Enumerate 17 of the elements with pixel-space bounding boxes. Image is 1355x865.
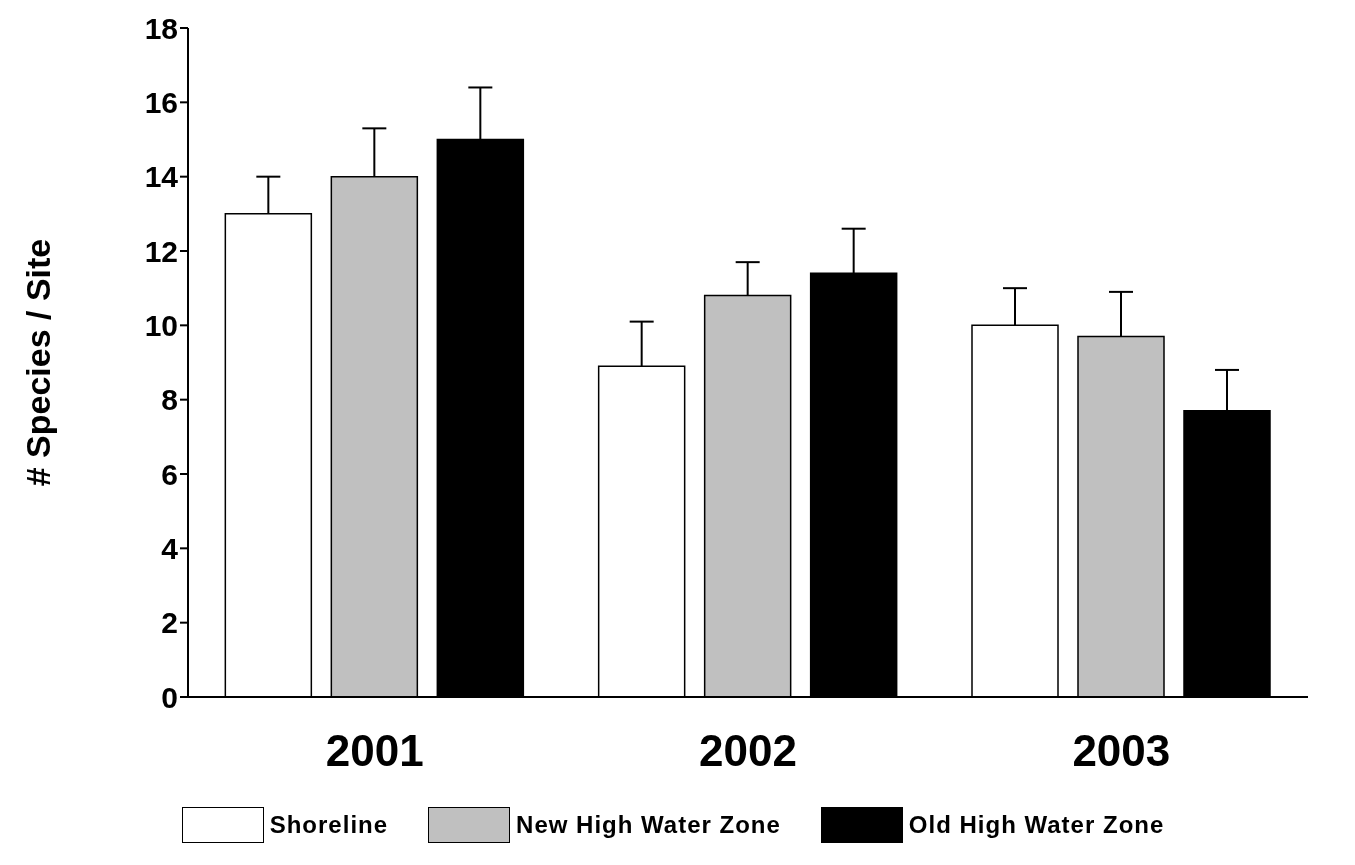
y-tick-label: 0: [161, 680, 178, 714]
y-tick-label: 12: [144, 234, 178, 268]
x-tick-label: 2001: [325, 726, 424, 776]
y-tick-label: 2: [161, 606, 178, 640]
y-tick-label: 18: [144, 11, 178, 45]
legend-label: Shoreline: [269, 811, 389, 839]
y-tick-label: 16: [144, 85, 178, 119]
legend-label: New High Water Zone: [516, 811, 781, 839]
y-axis-title: # Species / Site: [19, 238, 58, 487]
y-tick-label: 4: [161, 531, 179, 565]
y-tick-label: 6: [161, 457, 178, 491]
y-tick-label: 8: [161, 383, 178, 417]
legend-label: Old High Water Zone: [908, 811, 1165, 839]
y-tick-label: 14: [144, 160, 179, 194]
x-tick-label: 2003: [1072, 726, 1171, 776]
y-tick-label: 10: [144, 308, 178, 342]
x-tick-label: 2002: [699, 726, 797, 776]
